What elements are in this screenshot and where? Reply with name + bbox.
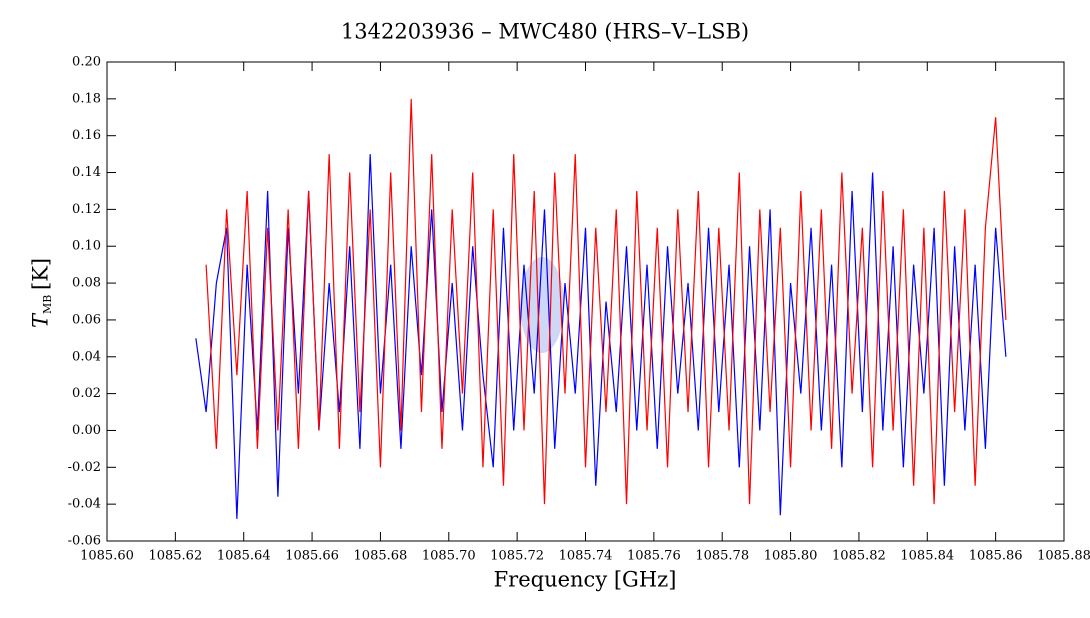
- x-tick-label: 1085.78: [695, 549, 749, 564]
- x-tick-label: 1085.72: [490, 549, 544, 564]
- y-tick-label: 0.08: [72, 276, 101, 291]
- y-tick-label: 0.10: [72, 239, 101, 254]
- x-tick-label: 1085.70: [422, 549, 476, 564]
- y-tick-label: 0.16: [72, 128, 101, 143]
- y-tick-label: 0.14: [72, 165, 101, 180]
- x-tick-label: 1085.80: [764, 549, 818, 564]
- x-tick-label: 1085.66: [285, 549, 339, 564]
- chart-title: 1342203936 – MWC480 (HRS–V–LSB): [341, 20, 749, 44]
- y-tick-label: 0.12: [72, 202, 101, 217]
- x-tick-label: 1085.64: [217, 549, 271, 564]
- series-line: [195, 154, 1007, 519]
- x-tick-label: 1085.88: [1037, 549, 1090, 564]
- y-tick-label: -0.02: [68, 460, 101, 475]
- y-tick-label: 0.20: [72, 55, 101, 70]
- y-label-subscript: MB: [41, 295, 54, 314]
- x-tick-label: 1085.62: [148, 549, 202, 564]
- y-tick-label: 0.02: [72, 386, 101, 401]
- x-tick-label: 1085.60: [80, 549, 134, 564]
- y-tick-label: 0.18: [72, 91, 101, 106]
- y-tick-label: 0.04: [72, 349, 101, 364]
- highlight-glow: [520, 257, 564, 353]
- x-tick-label: 1085.86: [969, 549, 1023, 564]
- y-tick-label: -0.04: [68, 497, 101, 512]
- y-label-symbol: T: [29, 312, 53, 328]
- y-tick-label: 0.06: [72, 312, 101, 327]
- x-tick-label: 1085.74: [559, 549, 613, 564]
- x-tick-label: 1085.84: [900, 549, 954, 564]
- y-tick-label: 0.00: [72, 423, 101, 438]
- y-axis-label: T MB [K]: [29, 258, 55, 328]
- y-tick-label: -0.06: [68, 534, 101, 549]
- x-tick-label: 1085.82: [832, 549, 886, 564]
- x-tick-label: 1085.76: [627, 549, 681, 564]
- series-line: [205, 98, 1007, 505]
- x-tick-label: 1085.68: [354, 549, 408, 564]
- y-label-unit: [K]: [29, 258, 53, 290]
- x-axis-label: Frequency [GHz]: [494, 568, 677, 592]
